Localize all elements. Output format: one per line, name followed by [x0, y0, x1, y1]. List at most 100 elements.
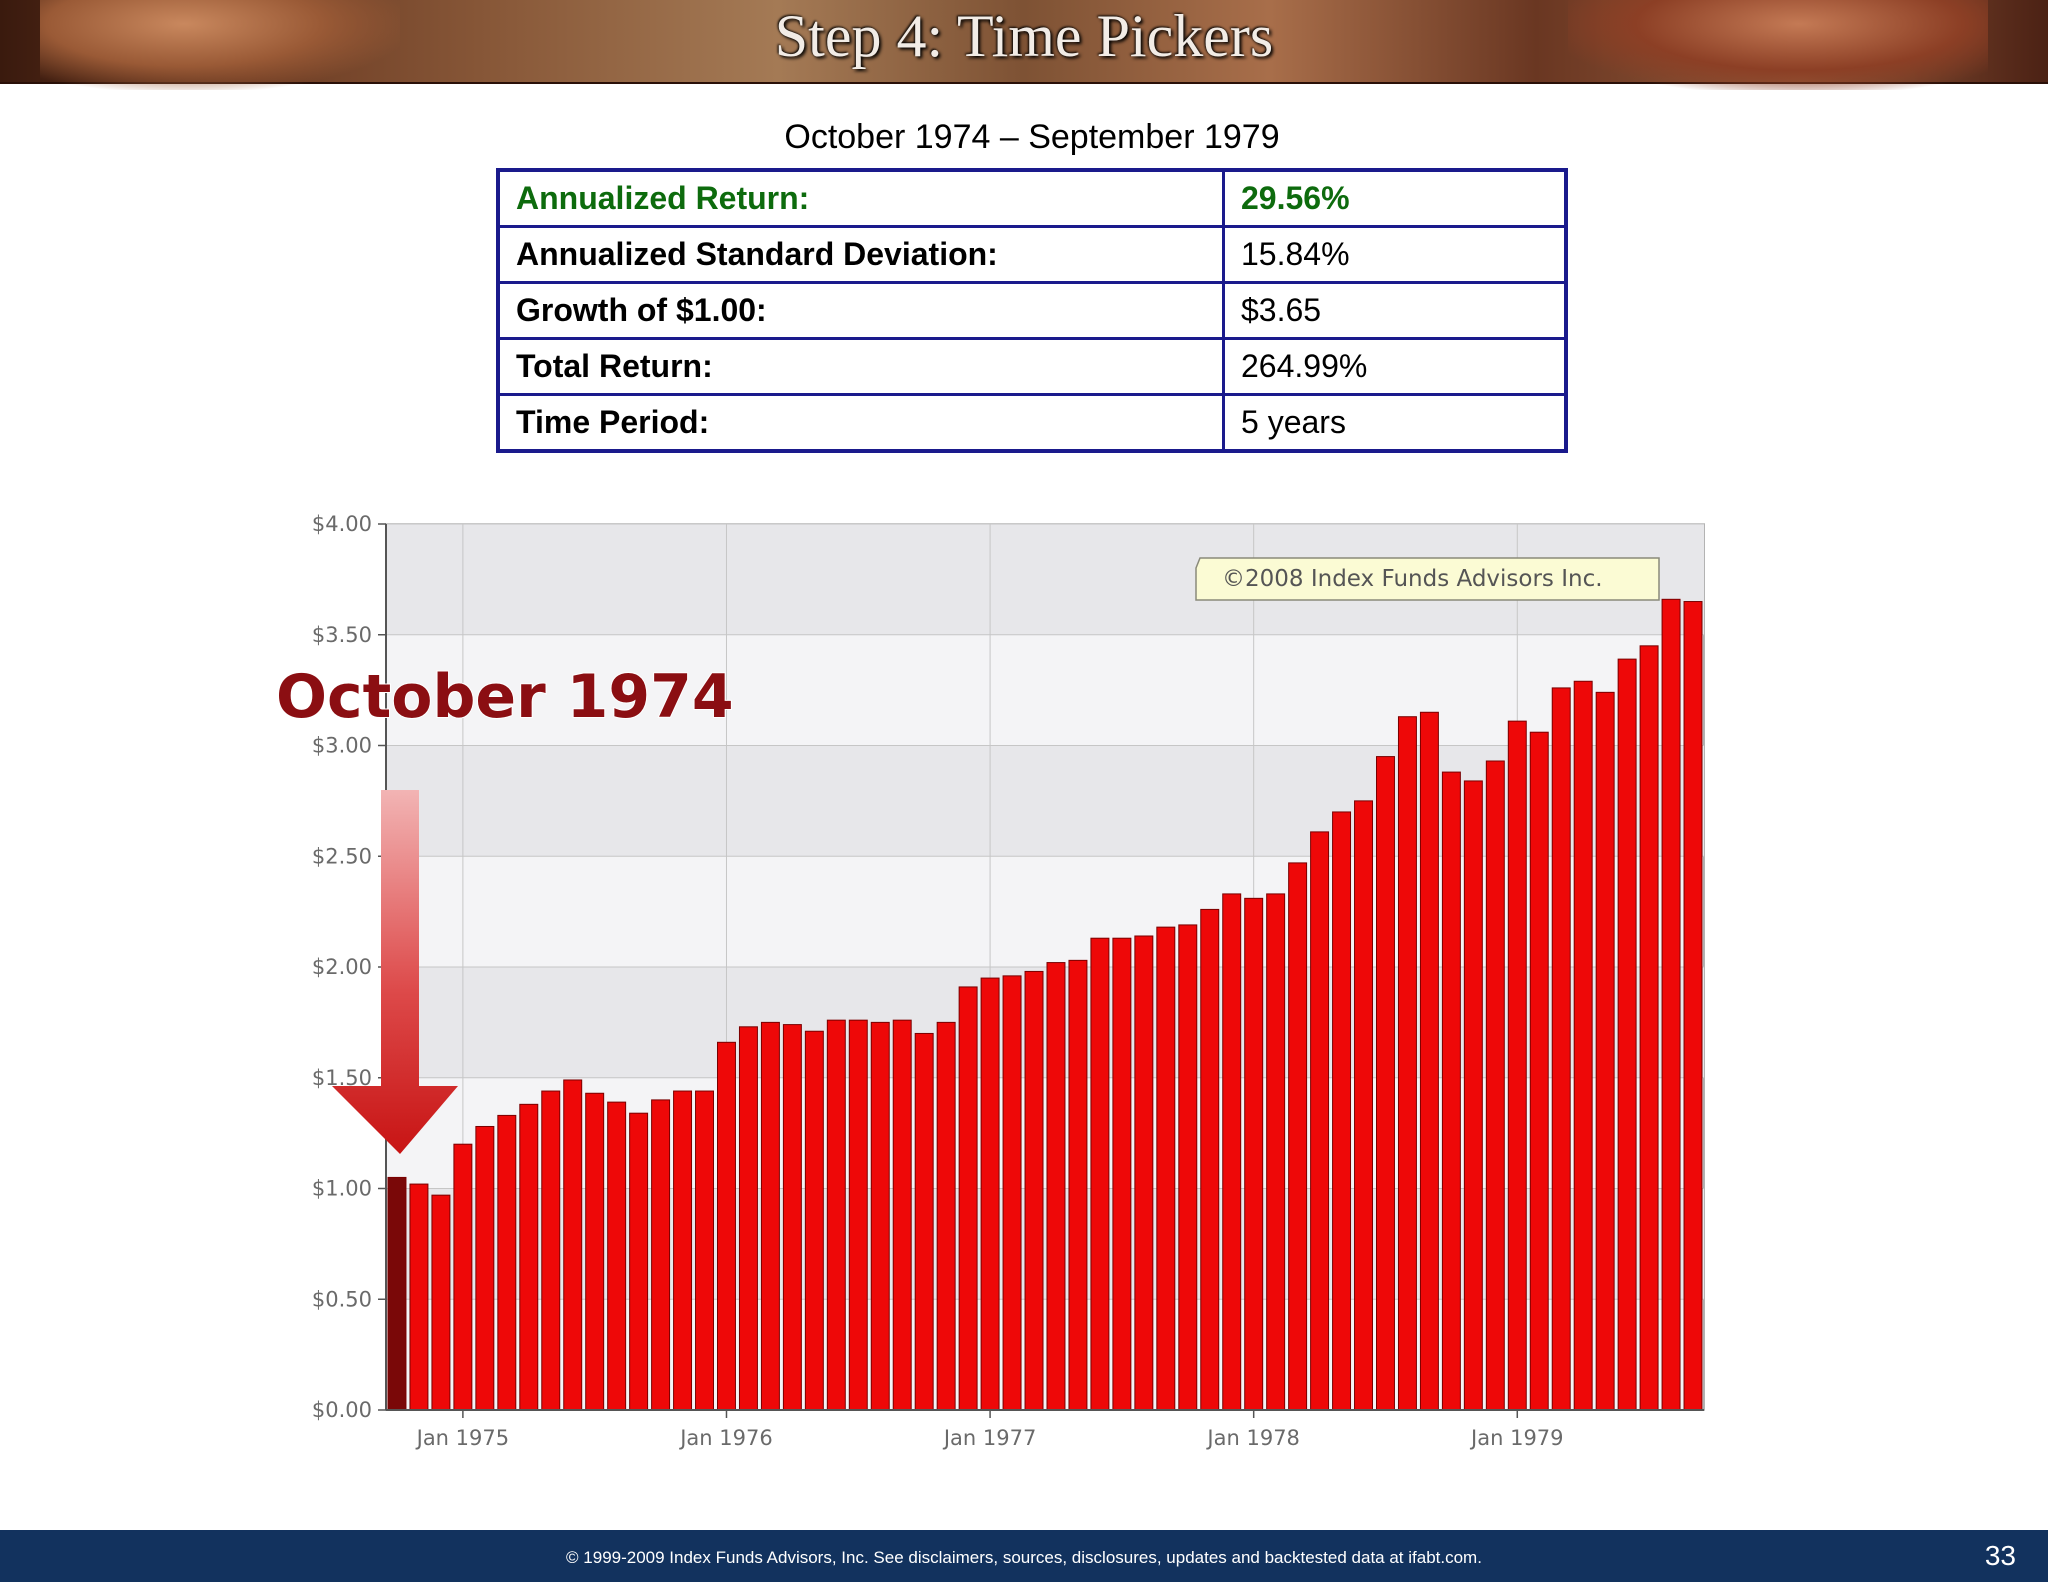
bar: [673, 1090, 693, 1411]
y-tick-label: $3.50: [312, 623, 372, 647]
slide-title: Step 4: Time Pickers: [774, 3, 1274, 69]
bar: [1397, 716, 1417, 1411]
bar: [717, 1041, 736, 1411]
y-tick-label: $2.50: [312, 844, 372, 868]
callout-text: October 1974: [276, 662, 734, 732]
bar: [1068, 959, 1088, 1411]
stat-value: 264.99%: [1222, 337, 1568, 396]
stat-label: Annualized Return:: [496, 168, 1225, 228]
x-tick-label: Jan 1975: [415, 1426, 510, 1450]
bar: [1134, 935, 1154, 1411]
bar: [1222, 893, 1242, 1411]
chart-grid: [385, 523, 1705, 1411]
bar: [475, 1125, 495, 1411]
bar: [1683, 601, 1703, 1411]
bar: [585, 1092, 605, 1411]
bar: [760, 1021, 780, 1411]
x-tick-label: Jan 1977: [942, 1426, 1036, 1450]
stats-row: Annualized Standard Deviation: 15.84%: [496, 225, 1568, 284]
stats-row: Time Period: 5 years: [496, 393, 1568, 453]
bar: [1376, 756, 1395, 1411]
stats-table: Annualized Return: 29.56% Annualized Stand…: [496, 168, 1568, 453]
bar: [1485, 760, 1505, 1411]
bar: [1595, 691, 1615, 1411]
stat-value: 29.56%: [1222, 168, 1568, 228]
x-tick-label: Jan 1979: [1469, 1426, 1564, 1450]
bar: [848, 1019, 868, 1411]
stat-value: 15.84%: [1222, 225, 1568, 284]
stat-label: Growth of $1.00:: [496, 281, 1225, 340]
y-tick-label: $0.50: [312, 1287, 372, 1311]
bar: [1112, 937, 1132, 1411]
stat-label: Time Period:: [496, 393, 1225, 453]
chart-copyright-note: ©2008 Index Funds Advisors Inc.: [1195, 557, 1660, 601]
stats-row: Total Return: 264.99%: [496, 337, 1568, 396]
y-tick-label: $1.50: [312, 1066, 372, 1090]
bar: [738, 1026, 758, 1411]
page-number: 33: [1984, 1540, 2016, 1571]
bar: [1200, 908, 1220, 1411]
bar: [892, 1019, 912, 1411]
bar: [958, 986, 978, 1411]
stat-value: $3.65: [1222, 281, 1568, 340]
x-tick-label: Jan 1976: [678, 1426, 773, 1450]
bar: [914, 1032, 934, 1411]
stat-value: 5 years: [1222, 393, 1568, 453]
x-tick-label: Jan 1978: [1205, 1426, 1300, 1450]
bar: [1178, 924, 1198, 1411]
bar: [870, 1021, 890, 1411]
grid-band: [386, 745, 1704, 857]
bar: [1529, 731, 1549, 1411]
bar: [1090, 937, 1110, 1411]
bar: [607, 1101, 627, 1411]
bar: [1639, 645, 1659, 1411]
bar: [695, 1090, 714, 1411]
bar: [1310, 831, 1330, 1411]
bar: [1244, 897, 1264, 1411]
bar: [1046, 962, 1066, 1411]
stats-row: Annualized Return: 29.56%: [496, 168, 1568, 228]
bar: [1288, 862, 1308, 1411]
bar: [629, 1112, 649, 1411]
bar: [980, 977, 1000, 1411]
bar: [1266, 893, 1286, 1411]
down-arrow-icon: [332, 790, 458, 1154]
bar: [431, 1194, 451, 1411]
bar: [1156, 926, 1176, 1411]
title-banner: Step 4: Time Pickers: [0, 0, 2048, 90]
bar: [1419, 711, 1439, 1411]
stat-label: Total Return:: [496, 337, 1225, 396]
grid-band: [386, 1188, 1704, 1300]
bar: [1332, 811, 1352, 1411]
bar: [804, 1030, 824, 1411]
bar: [1617, 658, 1637, 1411]
stats-row: Growth of $1.00: $3.65: [496, 281, 1568, 340]
bar: [1354, 800, 1373, 1411]
bar: [782, 1024, 802, 1411]
y-tick-label: $0.00: [312, 1398, 372, 1422]
bar: [1024, 970, 1044, 1411]
bar: [1002, 975, 1022, 1411]
period-heading: October 1974 – September 1979: [784, 118, 1280, 156]
banner-painting-right: [1568, 0, 1988, 90]
y-tick-label: $4.00: [312, 512, 372, 536]
y-tick-label: $3.00: [312, 734, 372, 758]
footer-disclaimer: © 1999-2009 Index Funds Advisors, Inc. S…: [566, 1548, 1482, 1567]
bar: [1507, 720, 1527, 1411]
banner-painting-left: [40, 0, 400, 90]
bar: [519, 1103, 539, 1411]
y-tick-label: $1.00: [312, 1177, 372, 1201]
bar: [497, 1114, 517, 1411]
bar: [409, 1183, 429, 1411]
bar: [651, 1099, 671, 1411]
bar: [1441, 771, 1461, 1411]
bar: [826, 1019, 846, 1411]
y-tick-label: $2.00: [312, 955, 372, 979]
october-callout: October 1974: [275, 661, 735, 1154]
bar: [936, 1021, 956, 1411]
bar: [1463, 780, 1483, 1411]
chart-bars: [387, 598, 1703, 1411]
bar: [1661, 598, 1681, 1411]
bar: [453, 1143, 473, 1411]
bar: [1573, 680, 1593, 1411]
